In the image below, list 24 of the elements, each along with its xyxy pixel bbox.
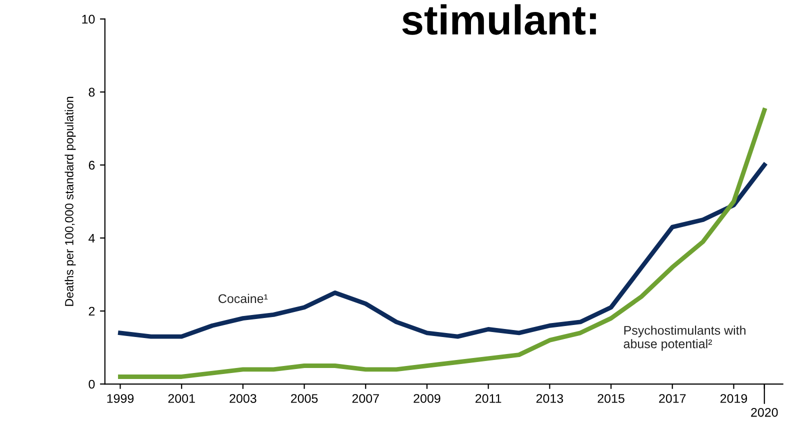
series-label: Psychostimulants with abuse potential² [624, 326, 746, 351]
x-tick-label: 2009 [414, 394, 440, 403]
x-tick-label: 2007 [352, 394, 379, 403]
y-tick-label: 4 [88, 234, 95, 243]
series-label: Cocaine¹ [218, 294, 268, 304]
x-tick-label: 2017 [659, 394, 686, 403]
x-tick-label: 2005 [291, 394, 318, 403]
x-tick-label: 2011 [476, 394, 502, 403]
x-tick-label: 2013 [536, 394, 564, 403]
y-tick-label: 8 [88, 88, 95, 97]
y-tick-label: 6 [88, 160, 95, 170]
y-tick-label: 10 [82, 14, 95, 24]
text: 2020 [751, 408, 778, 417]
y-axis-title: Deaths per 100,000 standard population [64, 96, 76, 306]
chart-title: stimulant: [402, 4, 596, 35]
y-tick-label: 2 [88, 306, 95, 316]
y-tick-label: 0 [88, 380, 95, 389]
x-tick-label: 1999 [107, 394, 134, 403]
x-tick-label: 2001 [168, 394, 195, 403]
x-tick-label: 2015 [598, 394, 624, 403]
x-tick-label: 2019 [720, 394, 748, 403]
x-tick-label: 2003 [230, 394, 256, 403]
line-series [118, 108, 767, 379]
line-series [118, 162, 767, 339]
